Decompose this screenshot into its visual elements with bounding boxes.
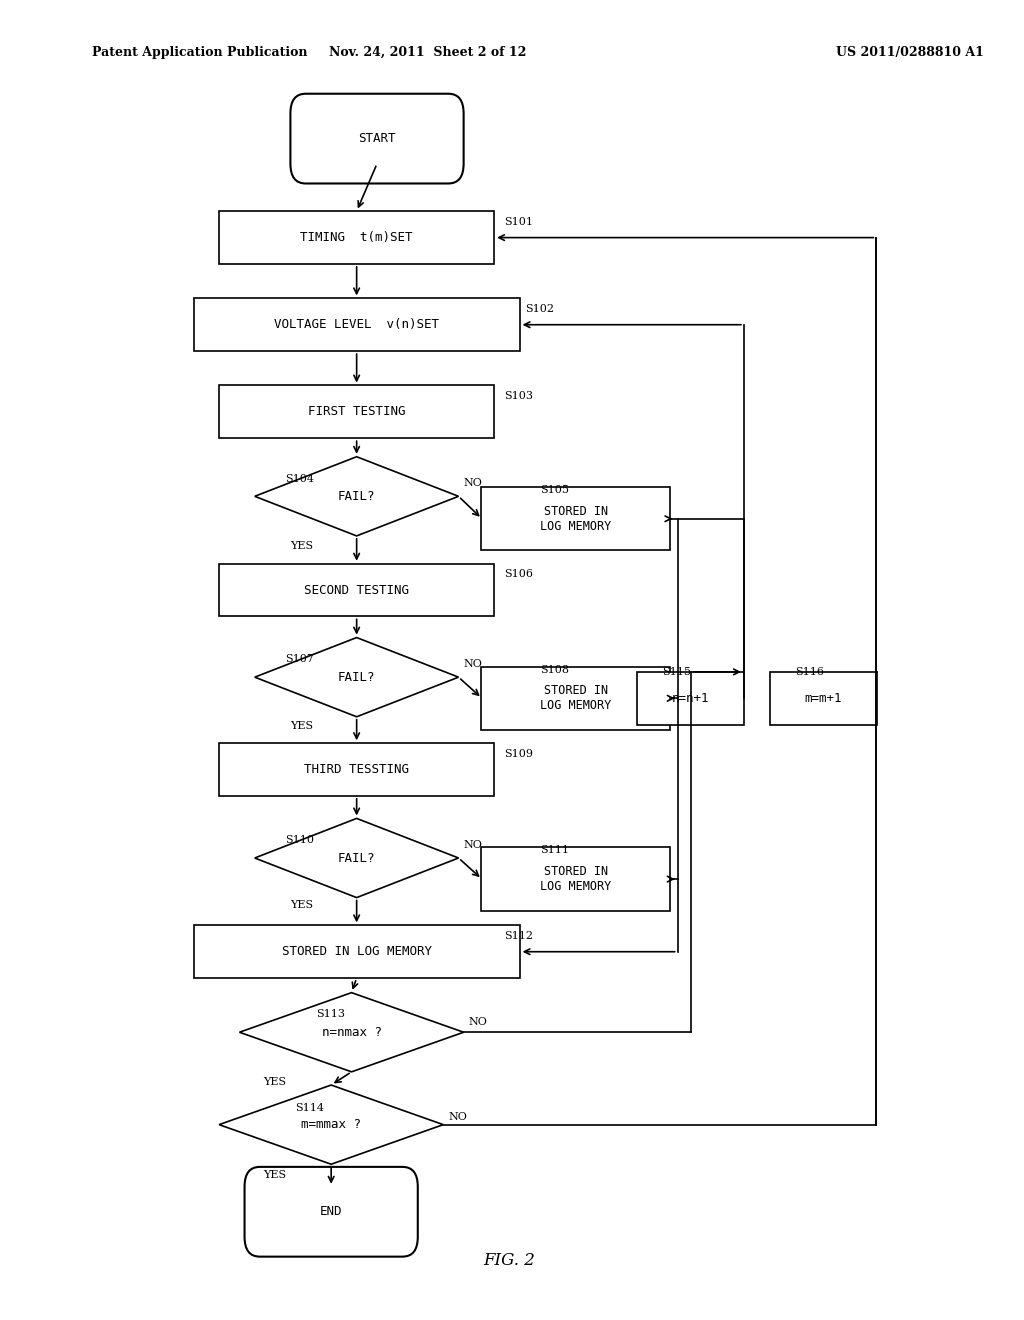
Text: S111: S111 [540,845,569,855]
Text: VOLTAGE LEVEL  v(n)SET: VOLTAGE LEVEL v(n)SET [274,318,439,331]
Text: NO: NO [449,1111,467,1122]
Text: Nov. 24, 2011  Sheet 2 of 12: Nov. 24, 2011 Sheet 2 of 12 [330,46,526,59]
Text: S101: S101 [505,216,534,227]
Text: S102: S102 [524,304,554,314]
FancyBboxPatch shape [219,743,495,796]
Text: S104: S104 [286,474,314,484]
Text: S103: S103 [505,391,534,401]
Text: NO: NO [464,840,482,850]
FancyBboxPatch shape [481,847,670,911]
Text: m=mmax ?: m=mmax ? [301,1118,361,1131]
Text: S112: S112 [505,931,534,941]
Text: SECOND TESTING: SECOND TESTING [304,583,410,597]
FancyBboxPatch shape [219,211,495,264]
Text: S113: S113 [315,1008,345,1019]
FancyBboxPatch shape [481,667,670,730]
Polygon shape [255,457,459,536]
Text: NO: NO [469,1016,487,1027]
Text: FAIL?: FAIL? [338,490,376,503]
Text: STORED IN
LOG MEMORY: STORED IN LOG MEMORY [540,504,611,533]
Text: YES: YES [291,541,313,552]
Text: YES: YES [291,900,313,911]
Text: FIG. 2: FIG. 2 [483,1253,536,1269]
Polygon shape [255,638,459,717]
Text: S116: S116 [795,667,823,677]
Text: NO: NO [464,659,482,669]
Text: US 2011/0288810 A1: US 2011/0288810 A1 [836,46,983,59]
FancyBboxPatch shape [194,925,519,978]
Text: YES: YES [263,1170,286,1180]
Text: n=n+1: n=n+1 [672,692,710,705]
Text: S106: S106 [505,569,534,579]
FancyBboxPatch shape [219,385,495,438]
Text: S107: S107 [286,653,314,664]
Text: FAIL?: FAIL? [338,851,376,865]
Text: YES: YES [263,1077,286,1088]
Polygon shape [219,1085,443,1164]
Text: STORED IN LOG MEMORY: STORED IN LOG MEMORY [282,945,432,958]
FancyBboxPatch shape [291,94,464,183]
Text: n=nmax ?: n=nmax ? [322,1026,382,1039]
Text: STORED IN
LOG MEMORY: STORED IN LOG MEMORY [540,684,611,713]
Text: S108: S108 [540,664,569,675]
FancyBboxPatch shape [637,672,744,725]
Text: S115: S115 [663,667,691,677]
Text: Patent Application Publication: Patent Application Publication [92,46,307,59]
Text: S105: S105 [540,484,569,495]
Text: THIRD TESSTING: THIRD TESSTING [304,763,410,776]
Text: S109: S109 [505,748,534,759]
Text: S114: S114 [296,1102,325,1113]
FancyBboxPatch shape [770,672,877,725]
Text: S110: S110 [286,834,314,845]
FancyBboxPatch shape [245,1167,418,1257]
Text: STORED IN
LOG MEMORY: STORED IN LOG MEMORY [540,865,611,894]
Text: NO: NO [464,478,482,488]
Text: YES: YES [291,721,313,731]
Text: END: END [319,1205,342,1218]
Text: FIRST TESTING: FIRST TESTING [308,405,406,418]
Text: TIMING  t(m)SET: TIMING t(m)SET [300,231,413,244]
FancyBboxPatch shape [481,487,670,550]
Polygon shape [255,818,459,898]
Text: START: START [358,132,395,145]
FancyBboxPatch shape [194,298,519,351]
Text: FAIL?: FAIL? [338,671,376,684]
FancyBboxPatch shape [219,564,495,616]
Polygon shape [240,993,464,1072]
Text: m=m+1: m=m+1 [805,692,842,705]
